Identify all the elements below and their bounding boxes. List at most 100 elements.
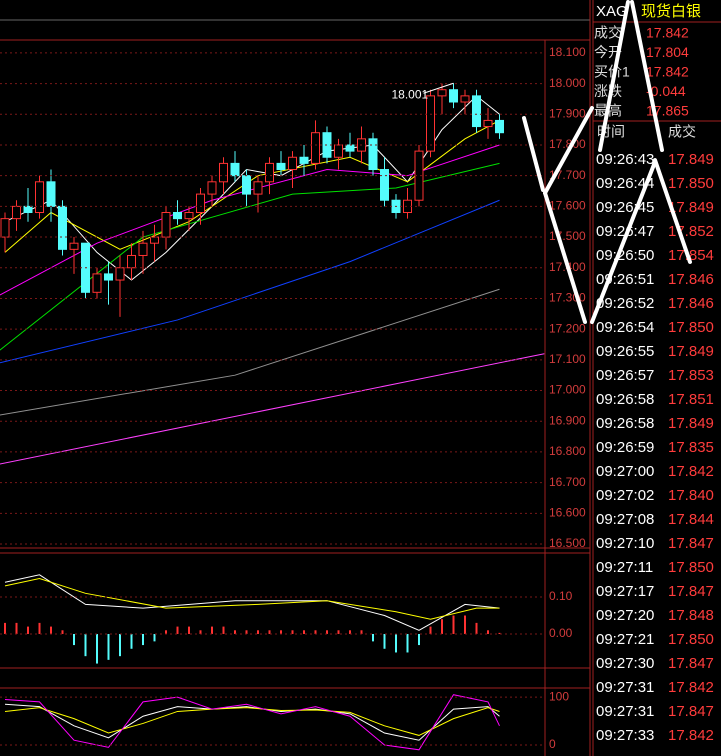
max-label: 18.001	[392, 87, 429, 101]
trade-price: 17.846	[668, 271, 714, 288]
indicator-line	[0, 353, 545, 465]
y-tick-label: 100	[549, 689, 569, 703]
candle-body	[0, 218, 10, 238]
trade-time: 09:26:44	[596, 175, 654, 192]
candle-body	[437, 89, 447, 97]
trade-time: 09:27:17	[596, 583, 654, 600]
trade-time: 09:27:30	[596, 655, 654, 672]
candle-body	[380, 169, 389, 201]
trade-price: 17.849	[668, 343, 714, 360]
candle-body	[311, 132, 320, 164]
y-tick-label: 18.000	[549, 76, 586, 90]
candle-body	[426, 95, 435, 152]
candle-body	[207, 181, 217, 195]
trade-price: 17.850	[668, 631, 714, 648]
y-tick-label: 17.800	[549, 137, 586, 151]
candle-body	[253, 181, 263, 195]
candle-body	[161, 212, 171, 238]
trade-price: 17.847	[668, 703, 714, 720]
candle-body	[23, 205, 33, 214]
trade-price: 17.849	[668, 151, 714, 168]
panel	[0, 83, 545, 465]
trade-time: 09:27:10	[596, 535, 654, 552]
candle-body	[104, 273, 113, 281]
symbol-name: 现货白银	[641, 3, 701, 20]
trade-time: 09:26:47	[596, 223, 654, 240]
candle-body	[173, 212, 182, 220]
candle-body	[92, 273, 102, 293]
y-tick-label: 0	[549, 737, 556, 751]
candle-body	[472, 95, 481, 128]
indicator-line	[4, 95, 500, 281]
candle-body	[150, 236, 159, 244]
indicator-line	[0, 288, 500, 416]
candle-body	[449, 89, 458, 103]
trade-time: 09:26:43	[596, 151, 654, 168]
trade-time: 09:27:11	[596, 559, 653, 576]
indicator-line	[4, 707, 500, 736]
trade-price: 17.853	[668, 367, 714, 384]
quote-label: 买价1	[594, 64, 630, 80]
indicator-line	[4, 577, 500, 620]
quote-label: 涨跌	[594, 83, 622, 99]
candle-body	[35, 181, 44, 214]
trade-price: 17.849	[668, 199, 714, 216]
arrow	[598, 0, 630, 152]
trade-price: 17.847	[668, 535, 714, 552]
trade-price: 17.847	[668, 655, 714, 672]
trade-price: 17.842	[668, 679, 714, 696]
candle-body	[242, 175, 251, 195]
y-tick-label: 18.100	[549, 45, 586, 59]
y-tick-label: 17.200	[549, 321, 586, 335]
trade-price: 17.835	[668, 439, 714, 456]
trade-time: 09:26:59	[596, 439, 654, 456]
quote-value: 17.842	[646, 25, 689, 41]
chart-panels: 16.500 16.600 16.700 16.800 16.900 17.000 17.1…	[0, 45, 586, 751]
candle-body	[230, 162, 240, 177]
trade-time: 09:27:31	[596, 703, 654, 720]
candle-body	[276, 162, 286, 171]
symbol-code: XAG	[596, 3, 628, 20]
side-panel: 成交17.842今开17.804买价117.842涨跌-0.044最高17.86…	[594, 25, 714, 744]
trade-price: 17.844	[668, 511, 714, 528]
column-header: 成交	[668, 124, 696, 140]
candle-body	[115, 267, 125, 281]
trade-time: 09:26:52	[596, 295, 654, 312]
indicator-line	[0, 144, 500, 296]
trade-time: 09:27:31	[596, 679, 654, 696]
drawn-arrows	[522, 0, 692, 324]
max-pointer	[423, 82, 454, 94]
trade-price: 17.846	[668, 295, 714, 312]
y-tick-label: 16.900	[549, 413, 586, 427]
candle-body	[12, 205, 21, 220]
quote-label: 成交	[594, 25, 622, 41]
trade-time: 09:27:33	[596, 727, 654, 744]
trade-time: 09:27:08	[596, 511, 654, 528]
trade-time: 09:26:55	[596, 343, 654, 360]
trade-time: 09:26:58	[596, 415, 654, 432]
y-tick-label: 17.100	[549, 352, 586, 366]
trade-time: 09:26:57	[596, 367, 654, 384]
trade-price: 17.850	[668, 175, 714, 192]
trade-time: 09:27:21	[596, 631, 654, 648]
y-tick-label: 16.700	[549, 475, 586, 489]
indicator-line	[0, 199, 500, 364]
candle-body	[334, 144, 343, 158]
candle-body	[58, 205, 67, 250]
trade-time: 09:26:54	[596, 319, 654, 336]
candle-body	[196, 193, 205, 214]
trade-price: 17.842	[668, 727, 714, 744]
y-tick-label: 17.000	[549, 383, 586, 397]
quote-value: 17.842	[646, 64, 689, 80]
trade-price: 17.849	[668, 415, 714, 432]
y-tick-label: 17.900	[549, 106, 586, 120]
indicator-line	[4, 574, 500, 631]
arrow	[653, 158, 692, 264]
y-tick-label: 17.500	[549, 229, 586, 243]
y-tick-label: 16.500	[549, 536, 586, 550]
candle-body	[69, 242, 79, 250]
trade-price: 17.848	[668, 607, 714, 624]
trade-price: 17.854	[668, 247, 714, 264]
quote-label: 今开	[594, 44, 622, 60]
